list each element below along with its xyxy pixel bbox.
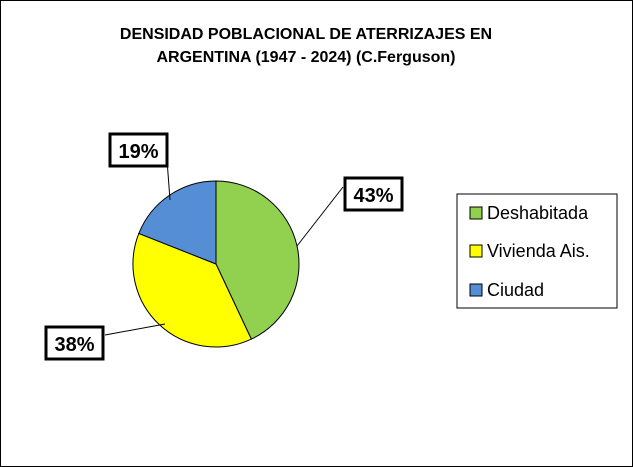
leader-line-deshabitada [296,186,344,247]
legend-swatch-vivienda-ais [469,244,483,258]
legend-label-ciudad: Ciudad [487,280,544,300]
chart-title: DENSIDAD POBLACIONAL DE ATERRIZAJES EN A… [1,23,611,69]
data-labels: 43% 38% 19% [44,132,404,361]
legend-swatch-deshabitada [469,206,483,220]
chart-title-line-1: DENSIDAD POBLACIONAL DE ATERRIZAJES EN [119,26,493,43]
data-label-text: 19% [118,141,158,163]
data-label-ciudad: 19% [108,132,169,168]
legend-label-deshabitada: Deshabitada [487,203,589,223]
data-label-text: 38% [54,334,94,356]
data-label-deshabitada: 43% [343,176,404,212]
legend: Deshabitada Vivienda Ais. Ciudad [456,193,618,309]
legend-label-vivienda-ais: Vivienda Ais. [487,241,590,261]
leader-line-vivienda-ais [104,323,166,336]
pie-slices [132,180,300,348]
data-label-text: 43% [353,185,393,207]
legend-swatch-ciudad [469,283,483,297]
data-label-box [343,176,404,212]
legend-box [456,193,618,309]
data-label-box [108,132,169,168]
data-label-vivienda-ais: 38% [44,325,105,361]
data-label-box [44,325,105,361]
chart-title-line-2: ARGENTINA (1947 - 2024) (C.Ferguson) [156,49,456,66]
pie-slice-vivienda-ais [132,232,253,348]
